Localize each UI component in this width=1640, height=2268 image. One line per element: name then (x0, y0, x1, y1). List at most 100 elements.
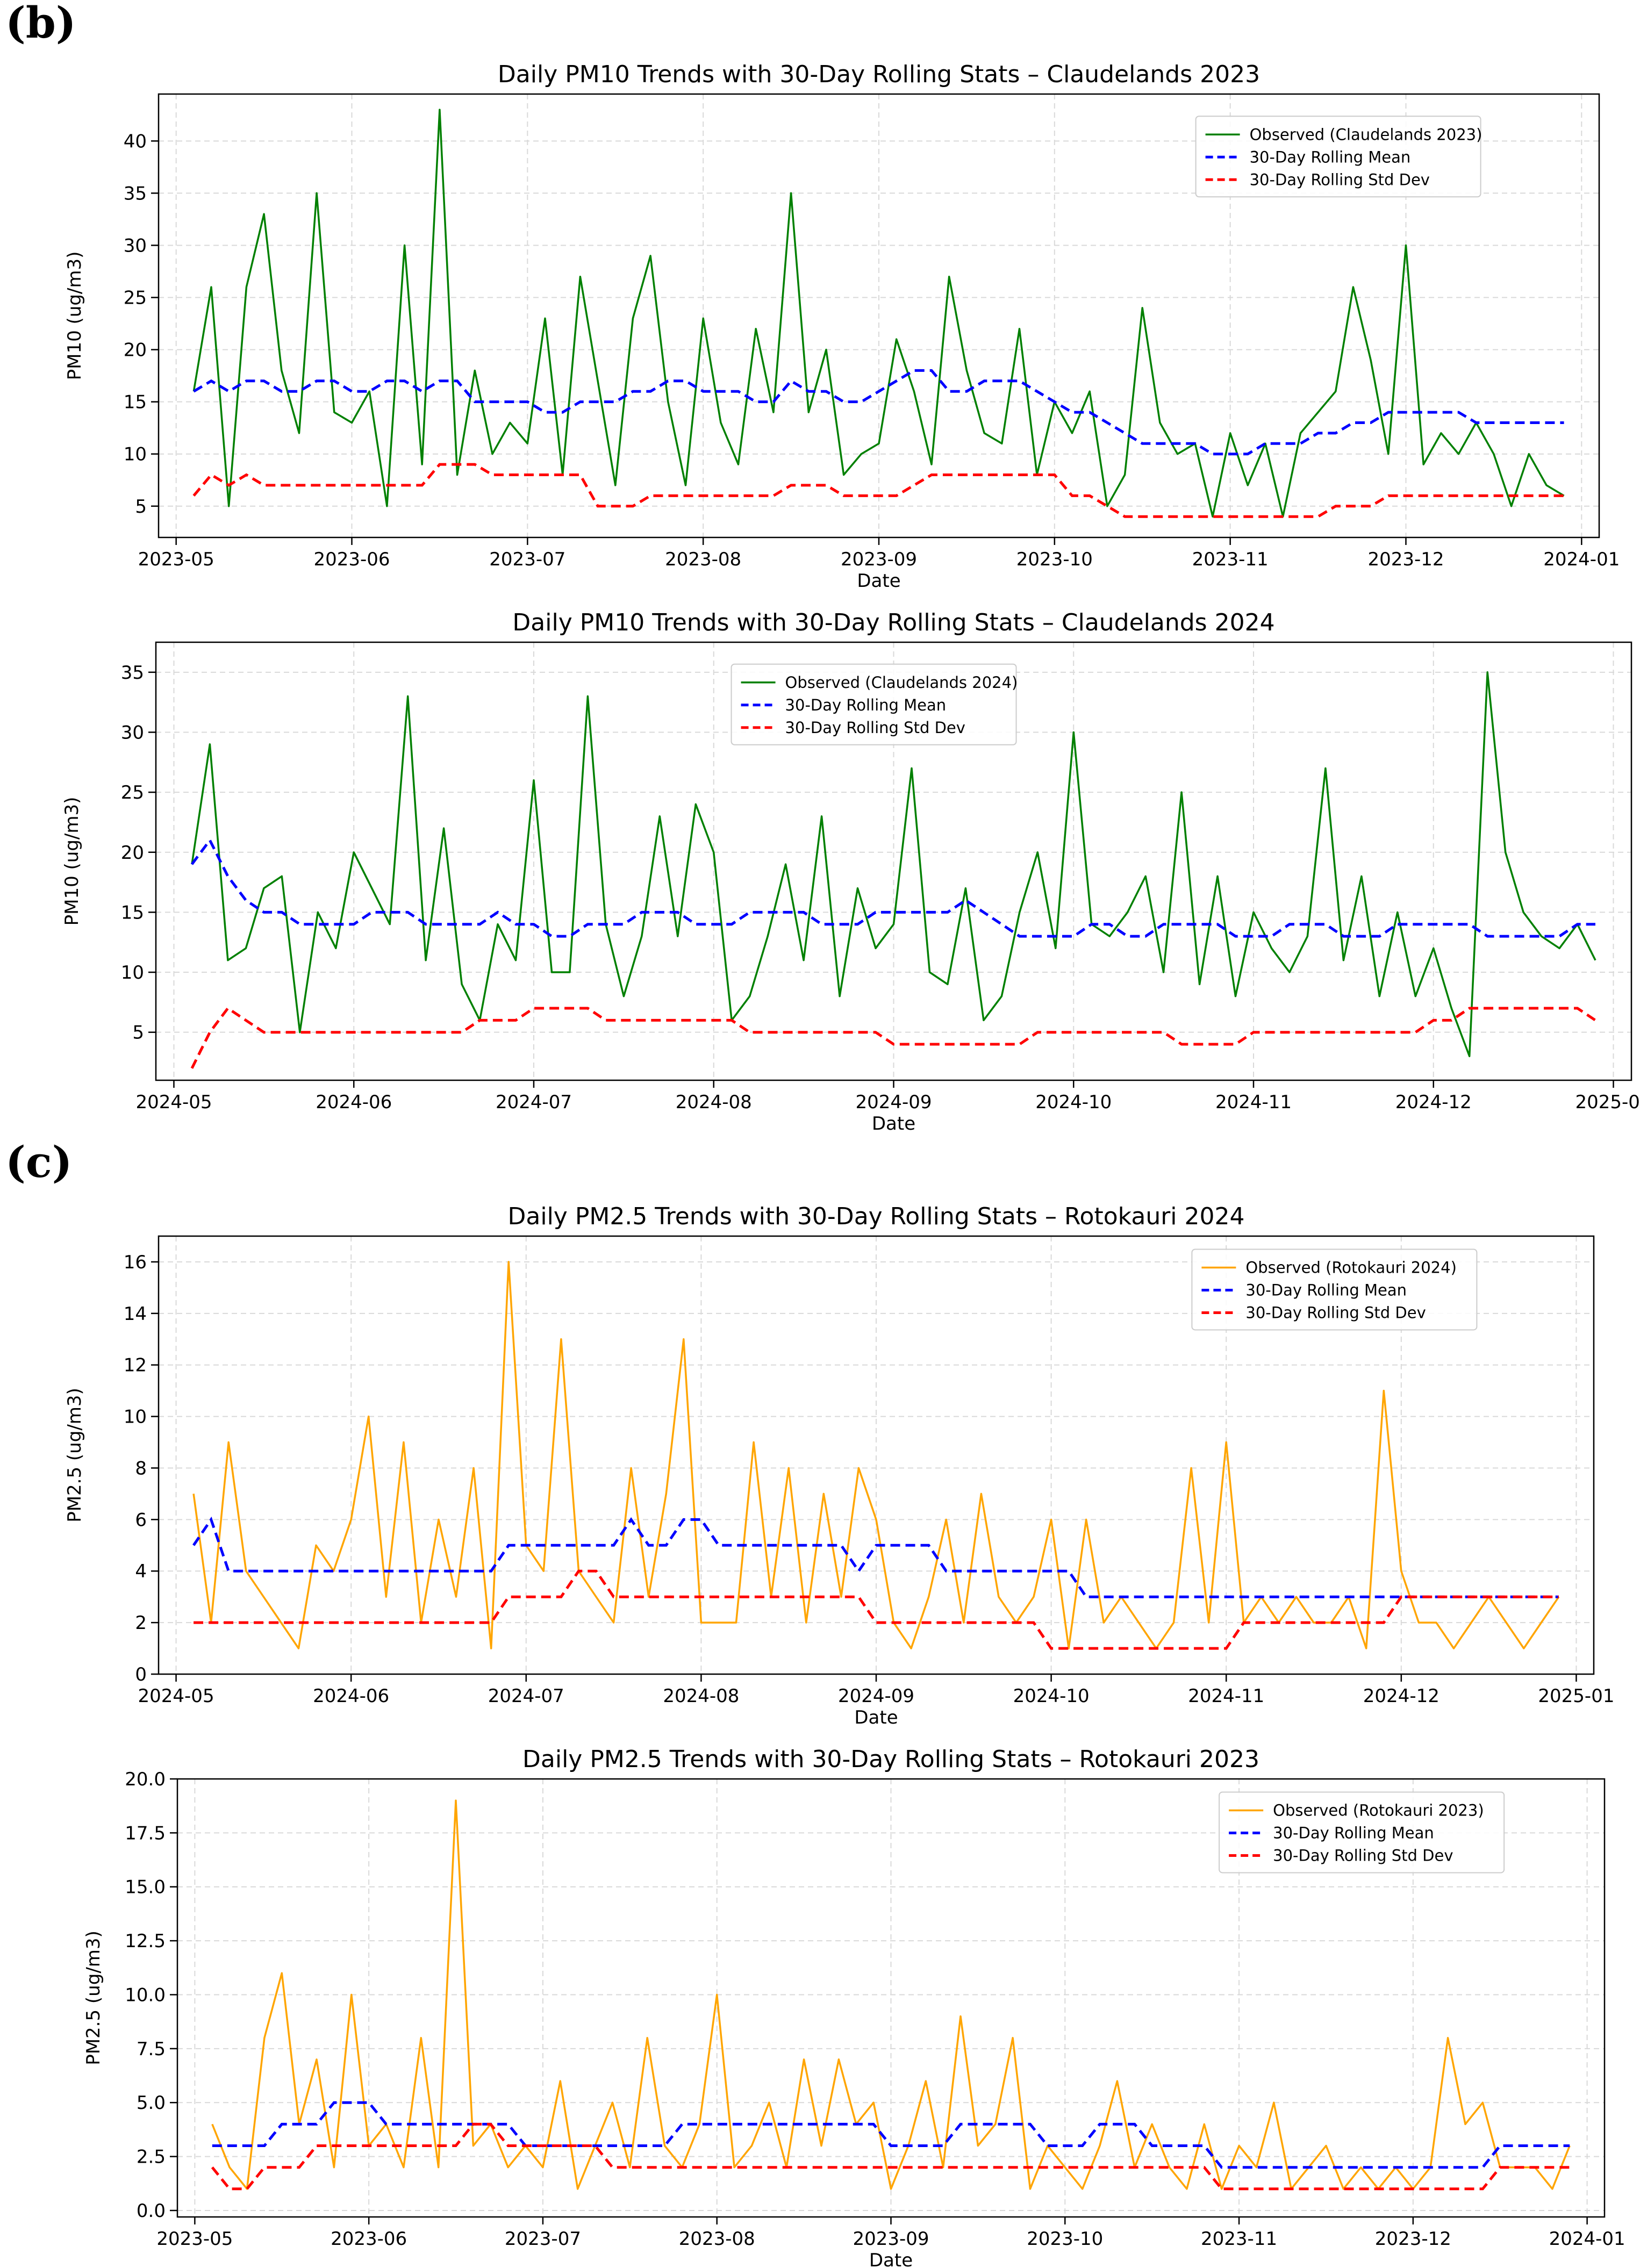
legend-label: 30-Day Rolling Mean (1273, 1824, 1434, 1842)
legend-label: 30-Day Rolling Std Dev (1245, 1303, 1426, 1322)
legend-label: 30-Day Rolling Std Dev (1273, 1846, 1453, 1864)
y-tick-label: 12 (124, 1355, 147, 1376)
rolling-mean-line (190, 837, 1595, 938)
y-tick-label: 25 (124, 288, 147, 309)
y-axis-label: PM2.5 (ug/m3) (64, 1388, 85, 1523)
x-tick-label: 2023-10 (1016, 549, 1093, 570)
x-tick-label: 2024-11 (1215, 1092, 1292, 1113)
x-tick-label: 2024-06 (316, 1092, 392, 1113)
x-tick-label: 2024-08 (676, 1092, 752, 1113)
chart-title: Daily PM10 Trends with 30-Day Rolling St… (498, 61, 1260, 88)
y-tick-label: 10 (121, 962, 144, 984)
y-tick-label: 12.5 (125, 1930, 166, 1952)
y-tick-label: 15.0 (125, 1877, 166, 1898)
x-tick-label: 2024-05 (138, 1685, 214, 1707)
panel-label-c: (c) (5, 1137, 73, 1187)
legend-label: Observed (Rotokauri 2023) (1273, 1801, 1484, 1819)
x-tick-label: 2024-12 (1395, 1092, 1472, 1113)
y-tick-label: 10 (124, 1406, 147, 1428)
x-tick-label: 2024-05 (135, 1092, 212, 1113)
y-tick-label: 0.0 (137, 2200, 166, 2222)
x-tick-label: 2025-01 (1538, 1685, 1614, 1707)
legend-label: 30-Day Rolling Std Dev (785, 719, 965, 737)
y-tick-label: 16 (124, 1252, 147, 1273)
x-tick-label: 2023-05 (156, 2228, 233, 2250)
y-axis-label: PM10 (ug/m3) (64, 252, 85, 381)
y-tick-label: 20.0 (125, 1769, 166, 1790)
x-tick-label: 2024-10 (1035, 1092, 1112, 1113)
legend-label: Observed (Claudelands 2024) (785, 673, 1018, 692)
x-tick-label: 2023-06 (331, 2228, 407, 2250)
x-tick-label: 2023-11 (1201, 2228, 1277, 2250)
y-tick-label: 20 (121, 842, 144, 864)
x-tick-label: 2023-06 (313, 549, 390, 570)
x-tick-label: 2025-01 (1575, 1092, 1640, 1113)
x-tick-label: 2023-08 (665, 549, 741, 570)
observed-series-line (191, 671, 1596, 1058)
y-tick-label: 2 (135, 1612, 147, 1634)
x-axis-label: Date (872, 1113, 915, 1135)
x-tick-label: 2023-11 (1192, 549, 1269, 570)
y-tick-label: 10 (124, 444, 147, 465)
x-tick-label: 2024-10 (1013, 1685, 1090, 1707)
rolling-std-line (211, 2122, 1570, 2191)
legend-label: 30-Day Rolling Mean (1245, 1281, 1407, 1299)
y-tick-label: 35 (124, 183, 147, 204)
y-tick-label: 20 (124, 340, 147, 361)
chart-1: 2023-05 2023-06 2023-07 2023-08 2023-09 2023-… (64, 61, 1620, 592)
y-tick-label: 35 (121, 662, 144, 684)
y-tick-label: 8 (135, 1458, 147, 1479)
x-tick-label: 2023-07 (489, 549, 565, 570)
x-tick-label: 2023-05 (138, 549, 214, 570)
rolling-std-line (194, 1569, 1559, 1650)
y-tick-label: 7.5 (137, 2039, 166, 2060)
x-tick-label: 2024-09 (855, 1092, 932, 1113)
y-tick-label: 30 (124, 235, 147, 256)
chart-title: Daily PM2.5 Trends with 30-Day Rolling S… (522, 1746, 1259, 1773)
rolling-std-line (190, 1006, 1596, 1069)
y-tick-label: 5.0 (137, 2092, 166, 2114)
y-tick-label: 25 (121, 782, 144, 803)
x-tick-label: 2023-07 (505, 2228, 581, 2250)
legend-label: Observed (Claudelands 2023) (1250, 125, 1483, 143)
observed-series-line (192, 109, 1565, 518)
x-tick-label: 2024-08 (663, 1685, 739, 1707)
x-tick-label: 2024-11 (1188, 1685, 1264, 1707)
legend-label: Observed (Rotokauri 2024) (1245, 1258, 1457, 1276)
legend-label: 30-Day Rolling Std Dev (1250, 170, 1430, 189)
x-axis-label: Date (857, 570, 900, 592)
y-tick-label: 14 (124, 1303, 147, 1325)
legend-box (1191, 1248, 1478, 1331)
x-tick-label: 2024-07 (496, 1092, 572, 1113)
panel-label-b: (b) (5, 0, 76, 48)
legend-box (731, 663, 1017, 745)
legend-label: 30-Day Rolling Mean (1250, 148, 1411, 166)
rolling-std-line (192, 463, 1564, 518)
x-tick-label: 2024-12 (1363, 1685, 1440, 1707)
observed-series-line (211, 1799, 1571, 2190)
chart-4: 2023-05 2023-06 2023-07 2023-08 2023-09 2023-… (83, 1746, 1625, 2268)
rolling-mean-line (192, 1516, 1559, 1598)
y-tick-label: 30 (121, 722, 144, 743)
x-tick-label: 2023-12 (1375, 2228, 1451, 2250)
x-tick-label: 2023-09 (841, 549, 917, 570)
y-axis-label: PM2.5 (ug/m3) (83, 1930, 104, 2065)
chart-3: 2024-05 2024-06 2024-07 2024-08 2024-09 2024-… (64, 1203, 1614, 1728)
y-tick-label: 40 (124, 131, 147, 152)
y-tick-label: 5 (132, 1022, 144, 1044)
chart-title: Daily PM2.5 Trends with 30-Day Rolling S… (508, 1203, 1245, 1230)
x-tick-label: 2024-01 (1549, 2228, 1625, 2250)
y-tick-label: 15 (121, 902, 144, 923)
chart-title: Daily PM10 Trends with 30-Day Rolling St… (512, 609, 1274, 636)
y-tick-label: 17.5 (125, 1822, 166, 1844)
x-tick-label: 2023-09 (853, 2228, 929, 2250)
x-tick-label: 2023-10 (1027, 2228, 1103, 2250)
y-tick-label: 0 (135, 1664, 147, 1685)
y-tick-label: 10.0 (125, 1984, 166, 2006)
x-tick-label: 2023-08 (679, 2228, 755, 2250)
x-tick-label: 2023-12 (1367, 549, 1444, 570)
x-tick-label: 2024-07 (488, 1685, 564, 1707)
x-axis-label: Date (869, 2250, 913, 2268)
chart-2: 2024-05 2024-06 2024-07 2024-08 2024-09 2024-… (61, 609, 1640, 1135)
